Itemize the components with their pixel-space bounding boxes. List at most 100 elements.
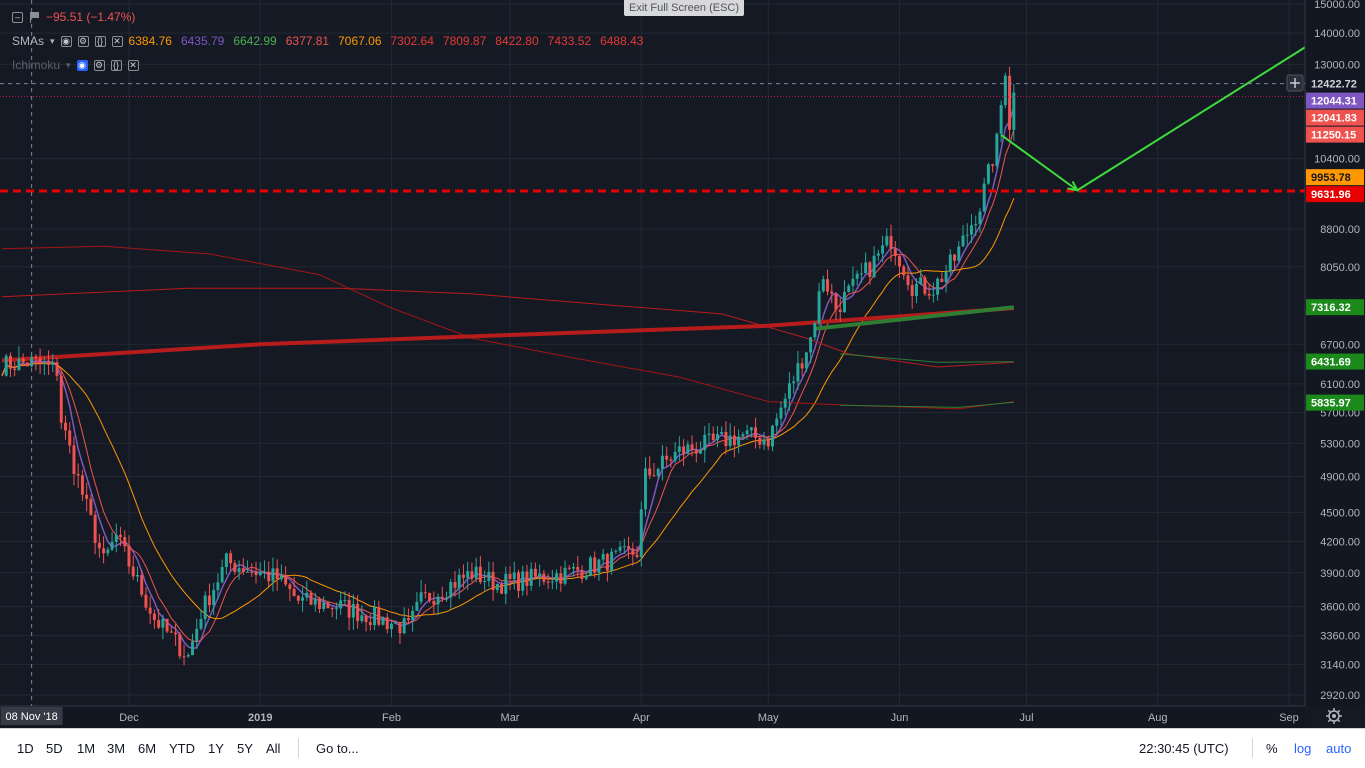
candle-body <box>593 557 597 573</box>
source-code-icon[interactable]: {} <box>94 35 106 47</box>
gear-icon[interactable] <box>1326 708 1342 724</box>
candle-body <box>914 283 918 297</box>
eye-icon[interactable]: ◉ <box>60 35 72 47</box>
range-button-5y[interactable]: 5Y <box>237 741 253 756</box>
candle-body <box>423 592 427 594</box>
range-button-6m[interactable]: 6M <box>138 741 157 756</box>
clock[interactable]: 22:30:45 (UTC) <box>1139 741 1229 756</box>
candle-body <box>17 358 21 370</box>
percent-toggle[interactable]: % <box>1266 741 1278 756</box>
candle-body <box>690 444 694 450</box>
candle-body <box>364 615 368 623</box>
candle-body <box>275 568 279 580</box>
range-button-1m[interactable]: 1M <box>77 741 96 756</box>
candle-body <box>271 568 275 582</box>
candle-body <box>508 573 512 579</box>
price-tick-label: 8800.00 <box>1320 224 1360 236</box>
remove-icon[interactable]: ✕ <box>111 35 123 47</box>
sma-value: 6384.76 <box>128 34 172 48</box>
range-button-all[interactable]: All <box>266 741 281 756</box>
sma-value: 8422.80 <box>495 34 539 48</box>
ichimoku-name[interactable]: Ichimoku <box>12 58 61 72</box>
candle-body <box>415 601 419 611</box>
candle-body <box>999 105 1003 134</box>
exit-fullscreen-button[interactable]: Exit Full Screen (ESC) <box>624 0 745 16</box>
sma-20-line <box>1 198 1015 620</box>
plus-icon[interactable] <box>1286 74 1304 92</box>
candle-body <box>436 596 440 605</box>
candle-body <box>169 631 173 633</box>
candle-body <box>885 236 889 246</box>
sma-value: 6642.99 <box>233 34 277 48</box>
candle-body <box>864 262 868 274</box>
chevron-down-icon[interactable]: ▾ <box>50 35 55 46</box>
candle-body <box>796 363 800 382</box>
candle-body <box>246 571 250 573</box>
candle-body <box>318 598 321 609</box>
remove-icon[interactable]: ✕ <box>127 59 139 71</box>
candle-body <box>135 575 139 577</box>
candle-body <box>398 622 402 634</box>
candle-body <box>292 588 296 596</box>
candle-body <box>783 398 787 408</box>
candle-body <box>715 433 719 441</box>
divider <box>298 738 299 758</box>
log-toggle[interactable]: log <box>1294 741 1312 756</box>
candle-body <box>212 590 216 606</box>
candle-body <box>330 608 334 610</box>
candle-body <box>948 254 952 272</box>
sma-value: 6488.43 <box>600 34 644 48</box>
candle-body <box>233 563 237 572</box>
candle-body <box>279 575 283 580</box>
candle-body <box>474 566 478 579</box>
candle-body <box>965 234 969 236</box>
range-button-1d[interactable]: 1D <box>17 741 34 756</box>
candle-body <box>732 435 736 446</box>
auto-toggle[interactable]: auto <box>1326 741 1352 756</box>
candle-body <box>572 566 576 569</box>
candle-body <box>576 566 580 571</box>
chevron-down-icon[interactable]: ▾ <box>66 59 71 70</box>
source-code-icon[interactable]: {} <box>110 59 122 71</box>
time-axis[interactable] <box>0 706 1305 728</box>
eye-icon[interactable]: ◉ <box>76 59 88 71</box>
candle-body <box>199 619 203 629</box>
price-tag-label: 11250.15 <box>1311 130 1356 142</box>
candle-body <box>974 224 978 226</box>
candle-body <box>902 266 906 276</box>
candle-body <box>127 546 131 567</box>
settings-icon[interactable]: ⚙ <box>93 59 105 71</box>
candle-body <box>131 566 135 577</box>
candle-body <box>377 607 381 625</box>
range-button-5d[interactable]: 5D <box>46 741 63 756</box>
candle-body <box>123 537 127 547</box>
candle-body <box>559 573 563 584</box>
chart-area[interactable]: 2920.00 3140.00 3360.00 3600.00 3900.00 4200.… <box>0 0 1365 728</box>
sma-name[interactable]: SMAs <box>12 34 45 48</box>
range-button-ytd[interactable]: YTD <box>169 741 195 756</box>
collapse-icon[interactable]: – <box>12 11 23 23</box>
candle-body <box>991 164 995 166</box>
candle-body <box>72 445 76 474</box>
range-button-3m[interactable]: 3M <box>107 741 126 756</box>
candle-body <box>55 362 59 376</box>
flag-icon[interactable] <box>29 11 40 23</box>
sma-value: 6435.79 <box>180 34 225 48</box>
price-chart[interactable]: 2920.00 3140.00 3360.00 3600.00 3900.00 4200.… <box>0 0 1365 728</box>
settings-icon[interactable]: ⚙ <box>77 35 89 47</box>
candle-body <box>495 583 499 591</box>
price-tick-label: 3360.00 <box>1320 631 1360 643</box>
price-tick-label: 13000.00 <box>1314 59 1360 71</box>
sma-100-green-segment <box>840 353 1014 363</box>
candle-body <box>758 437 762 445</box>
candle-body <box>703 434 707 451</box>
sma-value: 6377.81 <box>285 34 330 48</box>
candle-body <box>1008 75 1012 130</box>
candle-body <box>970 225 973 235</box>
range-button-1y[interactable]: 1Y <box>208 741 224 756</box>
candle-body <box>351 603 355 618</box>
candle-body <box>800 363 804 369</box>
candle-body <box>906 275 910 286</box>
candle-body <box>775 418 779 426</box>
goto-button[interactable]: Go to... <box>316 741 359 756</box>
